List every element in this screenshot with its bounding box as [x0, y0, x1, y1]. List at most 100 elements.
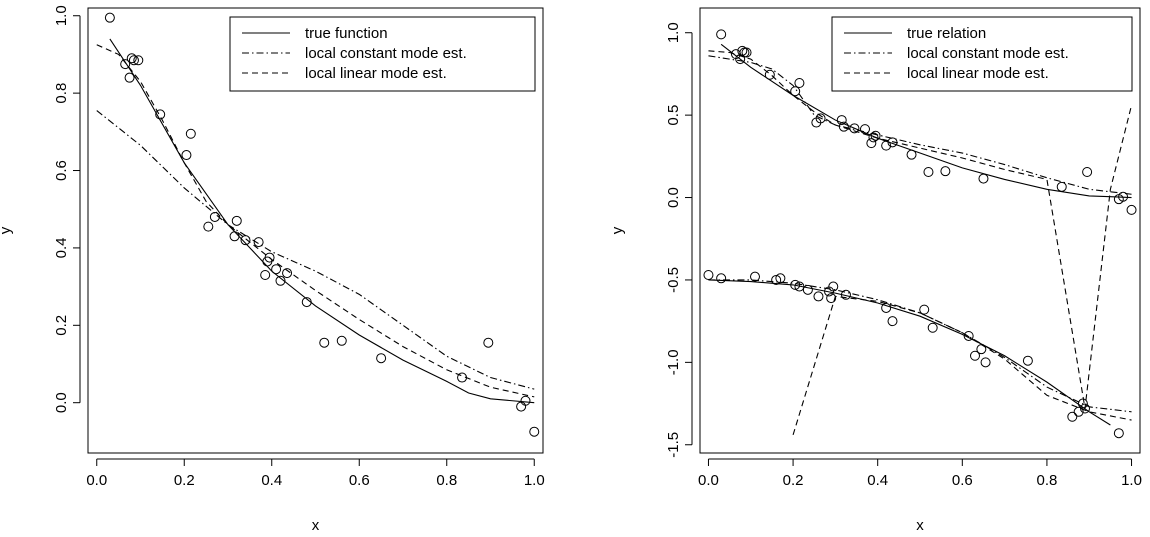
data-point	[1080, 403, 1090, 414]
data-point	[203, 221, 214, 232]
data-point	[376, 353, 387, 364]
x-tick-label: 0.8	[436, 472, 457, 489]
data-point	[104, 12, 115, 23]
data-point	[1056, 181, 1067, 192]
plot-area	[96, 12, 540, 437]
data-point	[716, 29, 727, 40]
plot-frame	[699, 7, 1141, 454]
plot-frame	[87, 7, 544, 454]
data-point	[716, 273, 727, 284]
data-point	[739, 47, 750, 58]
data-point	[790, 279, 801, 290]
data-point	[1073, 406, 1084, 417]
data-point	[771, 274, 782, 285]
x-axis: 0.0 0.2 0.4 0.6 0.8 1.0	[86, 458, 545, 489]
data-point	[737, 45, 748, 56]
y-tick-label: 0.4	[53, 237, 70, 258]
data-point	[275, 275, 286, 286]
data-point	[271, 264, 282, 275]
x-tick-label: 0.2	[783, 472, 804, 489]
y-axis: -1.5 -1.0 -0.5 0.0 0.5 1.0	[665, 22, 693, 458]
chart-panel-1: 0.0 0.2 0.4 0.6 0.8 1.0 x 0.0 0.2 0.4 0.6 0.8 1.0 y tr…	[0, 5, 545, 534]
data-point	[866, 138, 877, 149]
x-axis-label: x	[312, 517, 320, 534]
data-point	[860, 124, 870, 135]
data-point	[209, 211, 220, 222]
y-tick-label: 1.0	[53, 5, 70, 26]
data-point	[457, 372, 468, 383]
data-point	[703, 270, 714, 280]
data-point	[828, 281, 839, 292]
data-point	[980, 357, 991, 368]
legend-label-1: true function	[305, 25, 388, 42]
x-tick-label: 0.0	[698, 472, 719, 489]
y-axis: 0.0 0.2 0.4 0.6 0.8 1.0	[53, 5, 81, 413]
data-point	[887, 137, 898, 148]
data-point	[813, 291, 824, 302]
x-tick-label: 0.0	[86, 472, 107, 489]
y-tick-label: 0.2	[53, 315, 70, 336]
x-tick-label: 0.2	[174, 472, 195, 489]
y-tick-label: 0.5	[665, 105, 682, 126]
y-tick-label: -1.5	[665, 432, 682, 458]
data-point	[520, 395, 531, 406]
data-point	[794, 77, 805, 88]
data-point	[741, 47, 752, 58]
x-axis: 0.0 0.2 0.4 0.6 0.8 1.0	[698, 458, 1142, 489]
data-point	[775, 273, 786, 284]
legend-label-3: local linear mode est.	[907, 65, 1049, 82]
x-tick-label: 1.0	[524, 472, 545, 489]
data-point	[120, 59, 131, 70]
x-tick-label: 1.0	[1121, 472, 1142, 489]
data-point	[231, 215, 242, 226]
data-point	[838, 121, 849, 132]
data-point	[155, 109, 166, 120]
data-point	[870, 130, 881, 141]
data-point	[906, 149, 917, 160]
data-point	[750, 271, 760, 282]
legend-box	[831, 16, 1133, 92]
y-tick-label: 0.0	[665, 187, 682, 208]
series-line-1-lower	[708, 279, 1111, 426]
data-point	[976, 344, 987, 355]
data-point	[126, 53, 137, 64]
plot-area	[703, 29, 1137, 439]
series-line-2	[96, 110, 535, 390]
x-tick-label: 0.4	[867, 472, 888, 489]
data-point	[923, 166, 934, 177]
data-point	[319, 337, 330, 348]
legend-label-3: local linear mode est.	[305, 65, 447, 82]
chart-panel-2: 0.0 0.2 0.4 0.6 0.8 1.0 x -1.5 -1.0 -0.5 0.0 0.5 1.0…	[609, 7, 1142, 534]
data-point	[790, 86, 801, 97]
series-line-2-lower	[708, 279, 1132, 413]
legend-label-1: true relation	[907, 25, 986, 42]
data-point	[516, 401, 527, 412]
legend-label-2: local constant mode est.	[907, 45, 1069, 62]
data-point	[181, 150, 192, 161]
y-tick-label: 1.0	[665, 22, 682, 43]
data-point	[1077, 398, 1088, 409]
legend: true relation local constant mode est. loc…	[831, 16, 1133, 92]
data-point	[240, 235, 251, 246]
y-tick-label: -1.0	[665, 349, 682, 375]
data-point	[1082, 166, 1093, 177]
data-point	[881, 140, 892, 151]
data-point	[978, 173, 989, 184]
y-tick-label: 0.0	[53, 392, 70, 413]
y-axis-label: y	[609, 226, 626, 234]
data-point	[1126, 204, 1137, 215]
x-tick-label: 0.8	[1036, 472, 1057, 489]
data-point	[963, 330, 974, 341]
data-point	[927, 322, 938, 333]
data-point	[133, 55, 144, 66]
data-point	[836, 115, 847, 126]
data-point	[1022, 355, 1033, 366]
y-tick-label: 0.8	[53, 83, 70, 104]
data-point	[1118, 191, 1129, 202]
data-point	[282, 268, 293, 279]
data-point	[919, 304, 930, 315]
data-point	[124, 72, 135, 83]
series-line-1	[720, 43, 1132, 199]
data-point	[529, 426, 540, 437]
data-point	[185, 128, 196, 139]
